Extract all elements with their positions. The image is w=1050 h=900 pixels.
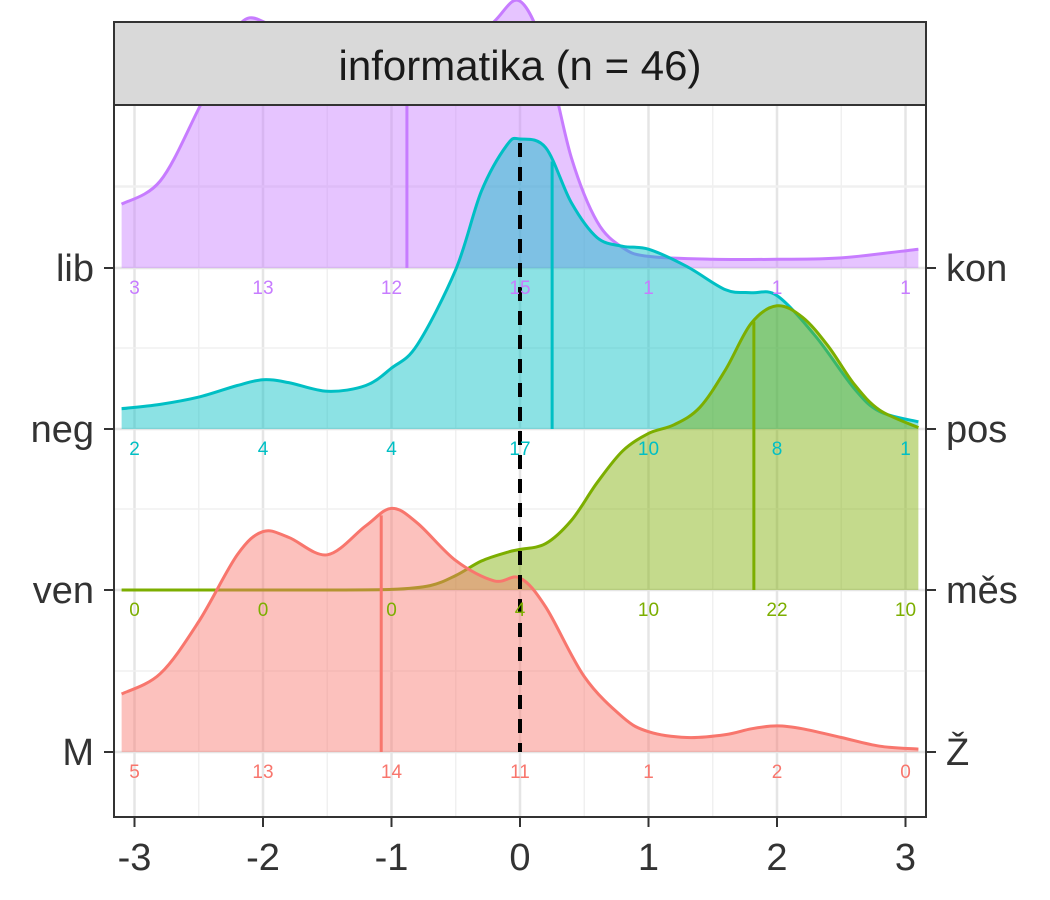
count-label: 10 — [638, 600, 659, 621]
y-label-left: lib — [56, 248, 94, 290]
count-label: 0 — [386, 600, 397, 621]
facet-strip-title: informatika (n = 46) — [339, 42, 702, 89]
count-label: 12 — [381, 278, 402, 299]
count-label: 1 — [900, 439, 911, 460]
count-label: 13 — [252, 278, 273, 299]
ridge-ven-měs — [121, 304, 920, 592]
count-label: 1 — [900, 278, 911, 299]
count-label: 10 — [638, 439, 659, 460]
y-label-right: Ž — [946, 731, 969, 774]
y-label-left: neg — [31, 409, 94, 451]
x-tick-label: 3 — [895, 837, 916, 879]
count-labels: 5 13 14 11 1 2 00 0 0 4 10 22 102 4 4 17 10 8 13 13 12 15 1 1 1 — [129, 278, 916, 783]
y-label-left: ven — [33, 570, 94, 612]
density-area — [121, 305, 919, 591]
count-label: 2 — [129, 439, 140, 460]
x-tick-label: -2 — [246, 837, 280, 879]
x-tick-label: -3 — [118, 837, 152, 879]
count-label: 0 — [900, 762, 911, 783]
x-tick-label: 2 — [766, 837, 787, 879]
facet-strip — [113, 21, 927, 106]
count-label: 2 — [772, 762, 783, 783]
count-label: 17 — [509, 439, 530, 460]
count-label: 0 — [258, 600, 269, 621]
count-label: 15 — [509, 278, 530, 299]
x-tick-label: -1 — [375, 837, 409, 879]
count-label: 10 — [895, 600, 916, 621]
count-label: 0 — [129, 600, 140, 621]
density-line — [121, 304, 920, 592]
count-label: 5 — [129, 762, 140, 783]
y-label-right: pos — [946, 409, 1007, 451]
count-label: 22 — [766, 600, 787, 621]
count-label: 1 — [643, 762, 654, 783]
count-label: 4 — [386, 439, 397, 460]
count-label: 4 — [515, 600, 526, 621]
count-label: 13 — [252, 762, 273, 783]
count-label: 14 — [381, 762, 403, 783]
count-label: 11 — [510, 762, 530, 783]
density-area — [121, 138, 919, 430]
y-label-left: M — [62, 732, 94, 774]
count-label: 4 — [258, 439, 269, 460]
count-label: 8 — [772, 439, 783, 460]
y-label-right: kon — [946, 248, 1007, 290]
count-label: 3 — [129, 278, 140, 299]
ridge-neg-pos — [121, 136, 919, 430]
density-line — [121, 136, 919, 424]
count-label: 1 — [772, 278, 783, 299]
count-label: 1 — [643, 278, 654, 299]
x-tick-label: 0 — [509, 837, 530, 879]
x-tick-label: 1 — [638, 837, 659, 879]
y-label-right: měs — [946, 570, 1018, 612]
